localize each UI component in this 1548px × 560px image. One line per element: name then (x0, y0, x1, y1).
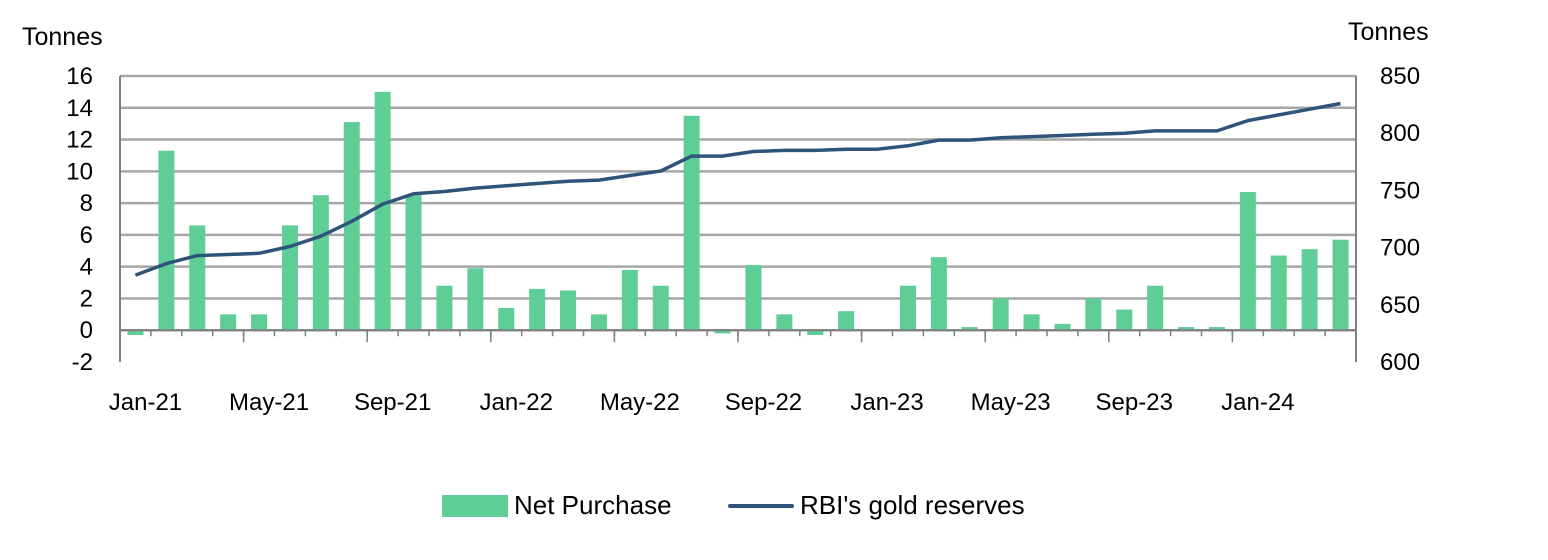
bar-May-22 (621, 269, 638, 331)
left-tick-label: 10 (66, 158, 93, 185)
left-tick-label: 8 (80, 190, 93, 217)
bar-Nov-23 (1178, 327, 1195, 331)
legend-label-gold-reserves: RBI's gold reserves (800, 490, 1025, 520)
legend-swatch-bar (442, 494, 508, 517)
x-tick-label: May-23 (971, 389, 1051, 416)
x-axis-ticks: Jan-21 May-21 Sep-21 Jan-22 May-22 Sep-22 Jan-… (109, 330, 1295, 416)
right-tick-label: 700 (1380, 235, 1420, 262)
bar-Dec-22 (838, 311, 855, 331)
x-tick-label: Jan-21 (109, 389, 182, 416)
bar-May-23 (992, 298, 1009, 331)
left-axis-ticks: 16 14 12 10 8 6 4 2 0 -2 (66, 63, 93, 376)
bar-Apr-24 (1332, 239, 1349, 331)
right-tick-label: 800 (1380, 120, 1420, 147)
left-axis-title: Tonnes (22, 23, 103, 51)
bar-Dec-23 (1208, 327, 1225, 331)
bar-Apr-23 (961, 327, 978, 331)
bar-Feb-21 (158, 150, 175, 331)
legend-swatch-line (728, 503, 794, 508)
bar-Jan-24 (1239, 191, 1256, 331)
bar-Jan-21 (127, 330, 144, 335)
bar-Jun-22 (652, 285, 669, 331)
legend-item-gold-reserves: RBI's gold reserves (728, 490, 1025, 521)
left-tick-label: -2 (72, 349, 93, 376)
bar-Oct-22 (776, 314, 793, 331)
legend-label-net-purchase: Net Purchase (514, 490, 672, 520)
net-purchase-bars (127, 91, 1349, 335)
bar-Feb-23 (899, 285, 916, 331)
bar-Jan-22 (498, 307, 515, 331)
right-tick-label: 600 (1380, 349, 1420, 376)
left-tick-label: 0 (80, 317, 93, 344)
axes (119, 76, 1357, 362)
left-tick-label: 16 (66, 63, 93, 90)
bar-Nov-21 (436, 285, 453, 331)
bar-Feb-22 (529, 288, 546, 331)
bar-Aug-21 (343, 122, 360, 331)
gridlines (120, 74, 1356, 332)
right-tick-label: 750 (1380, 177, 1420, 204)
right-axis-ticks: 850 800 750 700 650 600 (1380, 63, 1420, 376)
x-tick-label: Sep-22 (725, 389, 802, 416)
bar-Apr-21 (220, 314, 237, 331)
x-tick-label: Jan-24 (1221, 389, 1294, 416)
bar-Nov-22 (807, 330, 824, 335)
left-tick-label: 14 (66, 95, 93, 122)
gold-reserves-line (134, 101, 1341, 277)
bar-Mar-22 (560, 290, 577, 331)
legend: Net Purchase RBI's gold reserves (0, 490, 1548, 530)
bar-Mar-23 (930, 257, 947, 331)
legend-item-net-purchase: Net Purchase (442, 490, 672, 521)
bar-May-21 (251, 314, 268, 331)
bar-Dec-21 (467, 268, 484, 331)
gold-reserves-line-layer (134, 101, 1341, 277)
x-tick-label: May-22 (600, 389, 680, 416)
left-tick-label: 6 (80, 222, 93, 249)
bar-Sep-23 (1116, 309, 1133, 331)
x-tick-label: Jan-22 (480, 389, 553, 416)
right-axis-title: Tonnes (1348, 18, 1429, 46)
left-tick-label: 4 (80, 254, 93, 281)
bar-Mar-24 (1301, 249, 1318, 331)
bar-Sep-22 (745, 265, 762, 331)
bar-Jun-23 (1023, 314, 1040, 331)
bar-Jul-23 (1054, 323, 1071, 331)
x-tick-label: Sep-21 (354, 389, 431, 416)
bar-Aug-23 (1085, 298, 1102, 331)
x-tick-label: Jan-23 (850, 389, 923, 416)
left-tick-label: 2 (80, 285, 93, 312)
bar-Mar-21 (189, 225, 206, 331)
bar-Jul-22 (683, 115, 700, 331)
bar-Sep-21 (374, 91, 391, 331)
right-tick-label: 650 (1380, 292, 1420, 319)
bar-Jun-21 (281, 225, 298, 331)
bar-Jul-21 (312, 195, 329, 331)
bar-Feb-24 (1270, 255, 1287, 331)
left-tick-label: 12 (66, 127, 93, 154)
x-tick-label: Sep-23 (1096, 389, 1173, 416)
x-tick-label: May-21 (229, 389, 309, 416)
bar-Oct-21 (405, 195, 422, 331)
bar-Oct-23 (1147, 285, 1164, 331)
bar-Aug-22 (714, 330, 731, 334)
bar-Apr-22 (590, 314, 607, 331)
right-tick-label: 850 (1380, 63, 1420, 90)
